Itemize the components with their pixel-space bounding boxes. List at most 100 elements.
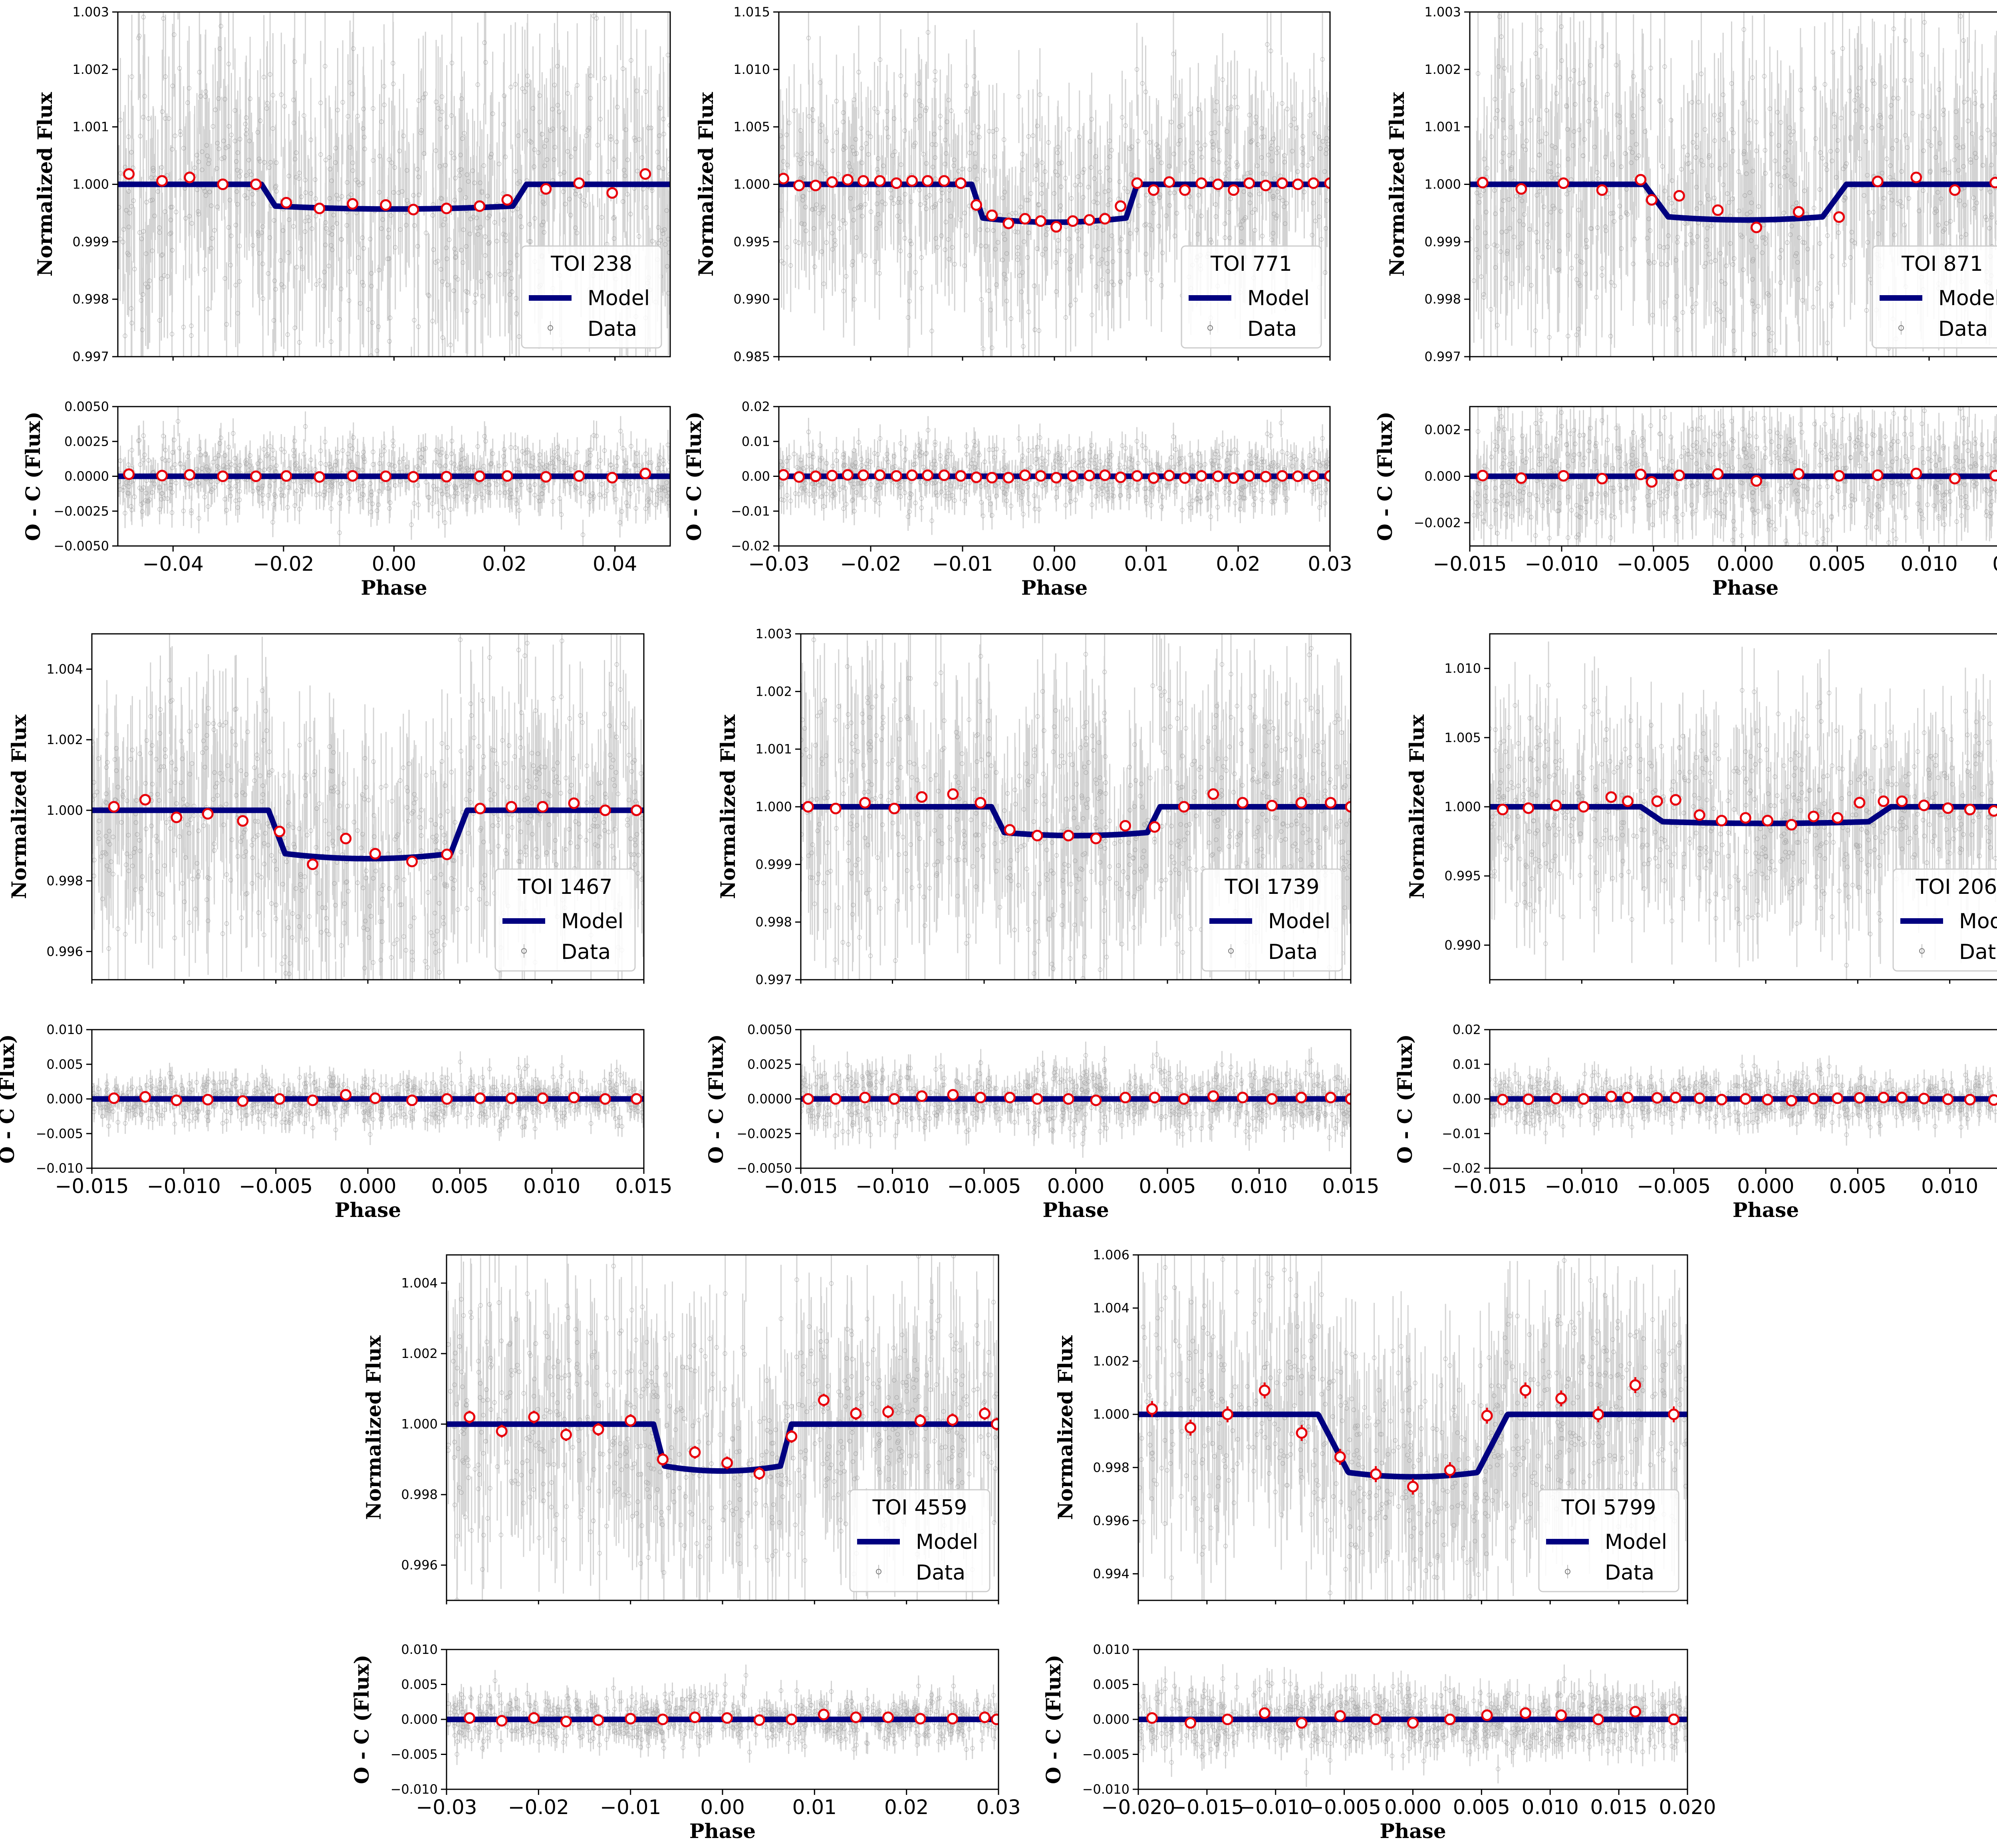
- binned-point: [859, 176, 868, 186]
- y-tick-label: 1.000: [401, 1417, 438, 1432]
- binned-point: [1116, 201, 1126, 211]
- binned-point: [1004, 218, 1013, 228]
- binned-point: [883, 1407, 893, 1417]
- y-tick-label: 0.999: [1424, 234, 1461, 249]
- binned-resid-point: [1897, 1093, 1907, 1102]
- binned-point: [1091, 834, 1101, 843]
- binned-point: [1594, 1409, 1603, 1419]
- binned-resid-point: [497, 1716, 506, 1726]
- binned-resid-point: [811, 472, 820, 481]
- binned-resid-point: [987, 473, 997, 482]
- y-tick-label: 1.002: [1424, 62, 1461, 77]
- binned-point: [1521, 1386, 1530, 1395]
- binned-resid-point: [1297, 1718, 1306, 1728]
- binned-point: [1032, 831, 1042, 840]
- legend-data-label: Data: [1938, 317, 1988, 341]
- x-tick-label: −0.015: [1433, 552, 1507, 576]
- binned-point: [1326, 798, 1336, 808]
- binned-point: [1950, 185, 1959, 195]
- binned-resid-point: [1197, 471, 1206, 481]
- flux-ylabel: Normalized Flux: [7, 714, 31, 899]
- binned-resid-point: [407, 1096, 417, 1105]
- binned-resid-point: [1032, 1094, 1042, 1104]
- y-tick-label: 1.004: [401, 1276, 438, 1291]
- x-tick-label: −0.015: [764, 1175, 838, 1198]
- binned-point: [891, 179, 901, 188]
- y-tick-label: 0.999: [72, 234, 109, 249]
- binned-resid-point: [308, 1096, 318, 1105]
- binned-point: [1229, 185, 1239, 195]
- resid-y-tick-label: 0.0000: [64, 469, 109, 484]
- legend-data-label: Data: [1605, 1561, 1654, 1585]
- binned-resid-point: [1652, 1093, 1662, 1103]
- resid-y-tick-label: 0.000: [1093, 1712, 1130, 1727]
- binned-resid-point: [1482, 1711, 1492, 1720]
- flux-data-layer: [1137, 1205, 1689, 1690]
- binned-resid-point: [819, 1710, 828, 1719]
- flux-data-layer: [90, 586, 645, 1094]
- binned-resid-point: [218, 472, 228, 481]
- binned-point: [690, 1447, 700, 1457]
- resid-y-tick-label: −0.0050: [736, 1161, 792, 1176]
- binned-resid-point: [1943, 1094, 1953, 1104]
- binned-resid-point: [1180, 473, 1190, 483]
- legend-title: TOI 2068: [1916, 875, 1997, 899]
- binned-resid-point: [948, 1714, 957, 1723]
- panel-toi-4559: 0.9960.9981.0001.0021.004−0.010−0.0050.0…: [350, 1175, 1021, 1843]
- binned-point: [1912, 173, 1921, 182]
- binned-point: [1005, 825, 1014, 835]
- legend-title: TOI 871: [1901, 252, 1983, 276]
- x-tick-label: 0.000: [1384, 1796, 1441, 1819]
- binned-resid-point: [1879, 1093, 1888, 1102]
- binned-resid-point: [381, 472, 391, 481]
- x-tick-label: 0.015: [1590, 1796, 1648, 1819]
- y-tick-label: 0.998: [401, 1487, 438, 1502]
- binned-point: [157, 176, 167, 186]
- flux-ylabel: Normalized Flux: [33, 91, 57, 276]
- binned-resid-point: [1674, 470, 1684, 480]
- binned-resid-point: [851, 1713, 861, 1722]
- resid-y-tick-label: −0.02: [731, 538, 770, 554]
- binned-resid-point: [282, 471, 291, 481]
- binned-point: [1943, 803, 1953, 813]
- legend-model-label: Model: [916, 1530, 978, 1554]
- x-tick-label: 0.005: [1139, 1175, 1196, 1198]
- binned-resid-point: [1277, 471, 1287, 481]
- binned-point: [124, 169, 134, 179]
- binned-resid-point: [157, 471, 167, 480]
- resid-y-tick-label: 0.02: [1453, 1022, 1481, 1037]
- binned-resid-point: [843, 470, 853, 480]
- binned-resid-point: [1150, 1093, 1159, 1102]
- resid-y-tick-label: 0.005: [46, 1057, 83, 1072]
- binned-point: [948, 1415, 957, 1425]
- binned-resid-point: [1478, 471, 1487, 480]
- binned-resid-point: [569, 1093, 579, 1102]
- binned-resid-point: [980, 1713, 989, 1722]
- resid-y-tick-label: −0.010: [36, 1161, 83, 1176]
- binned-point: [1371, 1469, 1381, 1479]
- x-tick-label: 0.010: [523, 1175, 580, 1198]
- binned-resid-point: [948, 1090, 958, 1100]
- binned-point: [1556, 1393, 1566, 1403]
- flux-data-layer: [446, 1175, 1001, 1688]
- binned-resid-point: [976, 1093, 985, 1102]
- x-tick-label: 0.000: [1717, 552, 1774, 576]
- binned-point: [803, 802, 813, 812]
- resid-ylabel: O - C (Flux): [21, 411, 45, 541]
- resid-y-tick-label: −0.0050: [54, 538, 109, 554]
- binned-point: [948, 789, 958, 799]
- binned-resid-point: [506, 1094, 516, 1103]
- resid-ylabel: O - C (Flux): [704, 1034, 728, 1163]
- binned-point: [1855, 798, 1864, 808]
- resid-y-tick-label: −0.01: [731, 504, 770, 519]
- binned-resid-point: [1989, 1095, 1997, 1105]
- y-tick-label: 1.002: [401, 1346, 438, 1361]
- resid-ylabel: O - C (Flux): [1393, 1034, 1417, 1163]
- binned-point: [1186, 1423, 1195, 1433]
- binned-point: [779, 174, 788, 183]
- resid-y-tick-label: −0.010: [1082, 1782, 1130, 1797]
- binned-point: [1180, 185, 1190, 195]
- binned-resid-point: [1296, 1093, 1306, 1102]
